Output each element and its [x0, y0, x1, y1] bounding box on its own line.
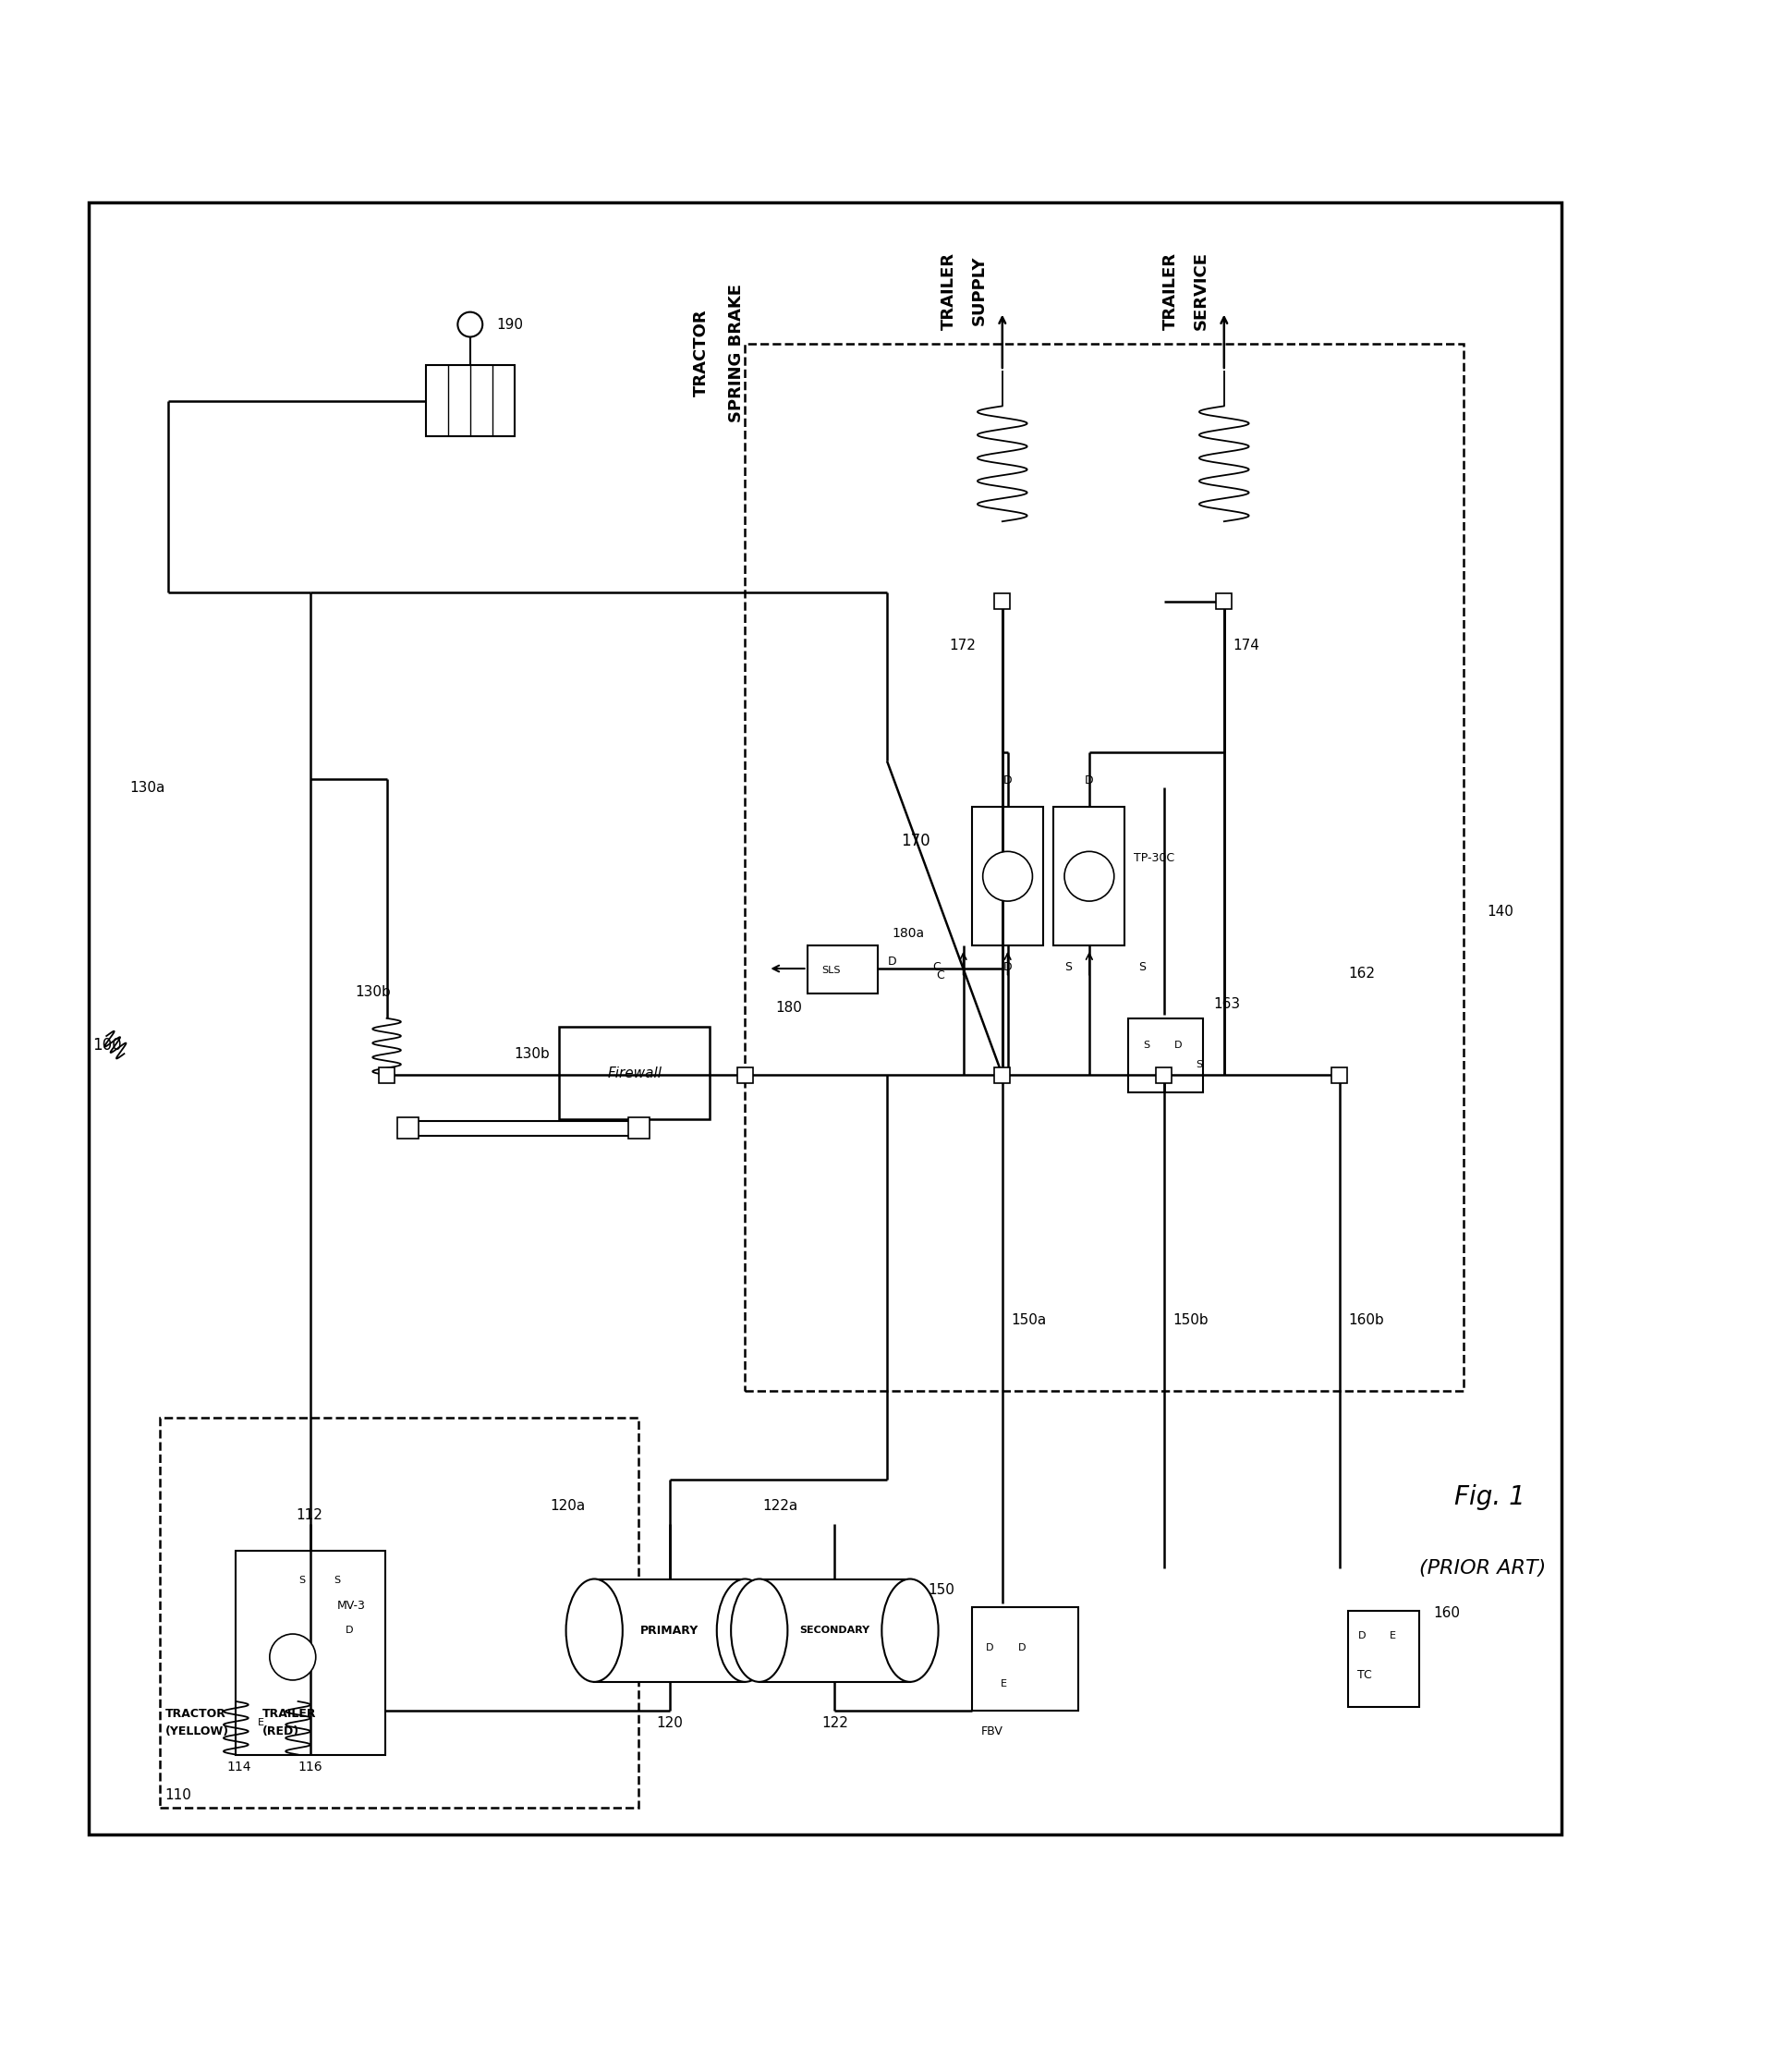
Text: C: C [937, 970, 944, 982]
Text: 163: 163 [1213, 997, 1240, 1011]
Circle shape [983, 852, 1032, 901]
Bar [1054, 808, 1125, 945]
Text: SECONDARY: SECONDARY [800, 1627, 869, 1635]
Text: D: D [346, 1627, 353, 1635]
Text: 150b: 150b [1173, 1314, 1208, 1326]
Text: D: D [1002, 775, 1013, 787]
Text: 112: 112 [296, 1508, 323, 1523]
Bar [426, 365, 514, 437]
Ellipse shape [566, 1579, 623, 1682]
Text: 122: 122 [821, 1716, 848, 1730]
Text: S: S [1064, 961, 1071, 974]
Text: TRAILER: TRAILER [263, 1707, 316, 1720]
Text: 160: 160 [1433, 1606, 1460, 1620]
Text: 120a: 120a [550, 1500, 585, 1513]
Text: Firewall: Firewall [608, 1067, 662, 1080]
Text: 114: 114 [227, 1761, 252, 1774]
Bar [972, 1608, 1079, 1709]
Text: 180: 180 [775, 1001, 802, 1015]
Text: 100: 100 [92, 1036, 121, 1053]
Text: D: D [1084, 775, 1095, 787]
Bar [89, 203, 1561, 1834]
Text: 130a: 130a [130, 781, 165, 794]
Text: 130b: 130b [355, 984, 390, 999]
Text: SERVICE: SERVICE [1192, 251, 1210, 329]
Text: 120: 120 [656, 1716, 683, 1730]
Text: TC: TC [1357, 1668, 1371, 1680]
Bar [559, 1028, 710, 1119]
Text: SUPPLY: SUPPLY [970, 255, 988, 325]
Text: 110: 110 [165, 1788, 192, 1803]
Bar [759, 1579, 910, 1682]
Text: 172: 172 [949, 638, 976, 653]
Text: PRIMARY: PRIMARY [640, 1624, 699, 1637]
Text: 150a: 150a [1011, 1314, 1047, 1326]
Text: C: C [933, 961, 940, 974]
Text: S: S [1196, 1059, 1203, 1069]
Text: D: D [986, 1643, 993, 1653]
Circle shape [270, 1635, 316, 1680]
Ellipse shape [731, 1579, 788, 1682]
Text: SPRING BRAKE: SPRING BRAKE [727, 284, 745, 423]
Bar [1217, 593, 1231, 609]
Text: 160b: 160b [1348, 1314, 1384, 1326]
Circle shape [458, 313, 483, 338]
Text: D: D [1359, 1631, 1366, 1641]
Text: SLS: SLS [821, 966, 841, 976]
Text: S: S [1142, 1040, 1150, 1051]
Text: (RED): (RED) [263, 1726, 300, 1738]
Text: 122a: 122a [763, 1500, 798, 1513]
Text: TRAILER: TRAILER [1162, 253, 1180, 329]
Bar [738, 1067, 752, 1084]
Bar [1128, 1017, 1203, 1092]
Bar [628, 1117, 649, 1140]
Text: E: E [1001, 1678, 1008, 1689]
Bar [993, 1067, 1011, 1084]
Bar [236, 1550, 385, 1755]
Bar [380, 1067, 396, 1084]
Text: D: D [1018, 1643, 1025, 1653]
Text: E: E [1389, 1631, 1396, 1641]
Text: 162: 162 [1348, 968, 1375, 980]
Bar [993, 593, 1011, 609]
Text: 140: 140 [1487, 905, 1513, 918]
Text: 170: 170 [901, 833, 930, 850]
Text: TRACTOR: TRACTOR [692, 309, 710, 396]
Text: 150: 150 [928, 1583, 954, 1598]
Ellipse shape [882, 1579, 938, 1682]
Ellipse shape [717, 1579, 773, 1682]
Bar [160, 1417, 639, 1809]
Text: 190: 190 [497, 317, 523, 332]
Bar [1330, 1067, 1348, 1084]
Bar [1157, 1067, 1173, 1084]
Text: 116: 116 [298, 1761, 323, 1774]
Bar [972, 808, 1043, 945]
Text: 174: 174 [1233, 638, 1260, 653]
Text: 130b: 130b [514, 1046, 550, 1061]
Text: Fig. 1: Fig. 1 [1455, 1484, 1526, 1510]
Text: D: D [1002, 961, 1013, 974]
Text: (YELLOW): (YELLOW) [165, 1726, 229, 1738]
Text: TP-30C: TP-30C [1134, 852, 1174, 864]
Text: E: E [257, 1718, 264, 1728]
Bar [397, 1117, 419, 1140]
Bar [1348, 1610, 1419, 1707]
Text: S: S [334, 1577, 341, 1585]
Text: TRACTOR: TRACTOR [165, 1707, 225, 1720]
Text: TRAILER: TRAILER [940, 253, 958, 329]
Circle shape [1064, 852, 1114, 901]
Text: S: S [298, 1577, 305, 1585]
Bar [594, 1579, 745, 1682]
Bar [745, 344, 1464, 1390]
Text: S: S [1139, 961, 1146, 974]
Text: FBV: FBV [981, 1726, 1002, 1738]
Text: D: D [1174, 1040, 1181, 1051]
Text: MV-3: MV-3 [337, 1600, 365, 1612]
Text: 180a: 180a [892, 926, 924, 939]
Bar [807, 945, 878, 992]
Text: (PRIOR ART): (PRIOR ART) [1419, 1558, 1545, 1577]
Text: D: D [887, 955, 898, 968]
